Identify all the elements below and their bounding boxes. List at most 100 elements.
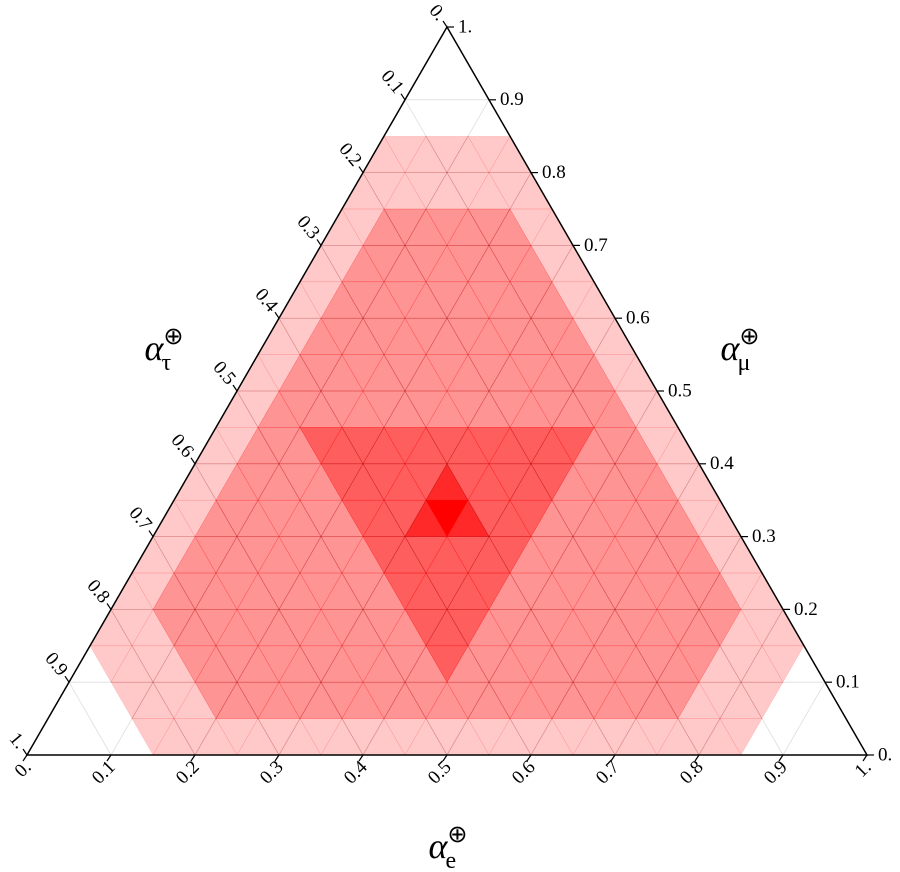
density-bin: [194, 645, 238, 683]
density-bin: [236, 609, 280, 647]
density-bin: [236, 536, 280, 574]
density-bin: [194, 536, 238, 574]
density-bin: [446, 682, 490, 720]
density-bin: [467, 172, 511, 210]
density-bin: [551, 645, 595, 683]
density-bin: [173, 645, 217, 683]
axis-label: α⊕ τ: [144, 324, 183, 376]
density-bin: [446, 390, 490, 428]
grid-line: [362, 172, 700, 756]
grid-line: [194, 463, 364, 756]
density-bin: [572, 499, 616, 537]
density-bin: [215, 572, 259, 610]
density-bin: [341, 390, 385, 428]
density-bin: [110, 609, 154, 647]
right-tick-label: 1.: [458, 16, 472, 37]
density-bin: [509, 281, 553, 319]
right-tick-label: 0.8: [542, 162, 566, 183]
density-bin: [299, 681, 343, 719]
density-bin: [152, 682, 196, 720]
density-bin: [131, 718, 175, 756]
density-bin: [509, 718, 553, 756]
density-bin: [404, 390, 448, 428]
density-bin: [362, 172, 406, 210]
density-bin: [236, 463, 280, 501]
density-bin: [530, 609, 574, 647]
density-bin: [467, 681, 511, 719]
bottom-tick-label: 0.5: [424, 757, 456, 789]
density-bin: [572, 390, 616, 428]
density-bin: [677, 536, 721, 574]
density-bin: [383, 244, 427, 282]
density-bin: [404, 281, 448, 319]
density-bin: [530, 682, 574, 720]
tick-mark: [358, 754, 364, 762]
density-bin: [446, 245, 490, 283]
density-bin: [593, 500, 637, 538]
density-bin: [446, 135, 490, 173]
density-bin: [257, 572, 301, 610]
grid-line: [68, 682, 112, 756]
density-bin: [131, 681, 175, 719]
density-bin: [110, 682, 154, 720]
density-bin: [278, 572, 322, 610]
grid-line: [278, 245, 574, 756]
density-bin: [299, 354, 343, 392]
tick-mark: [106, 603, 112, 610]
density-bin: [572, 354, 616, 392]
density-bin: [572, 463, 616, 501]
density-bin: [341, 572, 385, 610]
density-bin: [677, 681, 721, 719]
density-bin: [593, 608, 637, 646]
density-bin: [425, 172, 469, 210]
density-bin: [530, 390, 574, 428]
density-bin: [530, 281, 574, 319]
density-bin: [425, 681, 469, 719]
density-bin: [593, 536, 637, 574]
density-bin: [236, 499, 280, 537]
density-bin: [362, 281, 406, 319]
density-bin: [551, 390, 595, 428]
density-bin: [194, 499, 238, 537]
density-bin: [719, 608, 763, 646]
density-bin: [236, 390, 280, 428]
density-bin: [551, 572, 595, 610]
frame-layer: [22, 20, 874, 762]
density-bin: [593, 427, 637, 465]
density-bin: [551, 608, 595, 646]
density-bin: [425, 390, 469, 428]
density-bin: [341, 645, 385, 683]
density-bin: [509, 536, 553, 574]
density-bin: [152, 645, 196, 683]
left-tick-label: 0.5: [209, 357, 240, 389]
left-tick-label: 1.: [5, 729, 30, 753]
density-bin: [362, 609, 406, 647]
density-bin: [278, 609, 322, 647]
grid-line: [278, 318, 532, 756]
right-tick-label: 0.6: [626, 308, 650, 329]
density-bin: [425, 718, 469, 756]
density-bin: [530, 572, 574, 610]
density-bin: [362, 682, 406, 720]
density-bin: [215, 536, 259, 574]
density-bin: [236, 645, 280, 683]
bottom-tick-label: 0.1: [88, 757, 120, 789]
density-bin: [299, 536, 343, 574]
density-bin: [446, 645, 490, 683]
density-bin: [698, 645, 742, 683]
density-bin: [173, 500, 217, 538]
density-bin: [635, 572, 679, 610]
density-bin: [383, 317, 427, 355]
density-bin: [635, 645, 679, 683]
axis-symbol: α: [428, 826, 448, 866]
right-tick-label: 0.2: [794, 599, 818, 620]
right-tick-label: 0.4: [710, 453, 734, 474]
density-bin: [215, 608, 259, 646]
density-layer: [89, 135, 805, 756]
density-bin: [446, 172, 490, 210]
density-bin: [635, 463, 679, 501]
tick-mark: [778, 754, 784, 762]
density-bin: [656, 682, 700, 720]
bottom-tick-label: 0.9: [760, 757, 792, 789]
